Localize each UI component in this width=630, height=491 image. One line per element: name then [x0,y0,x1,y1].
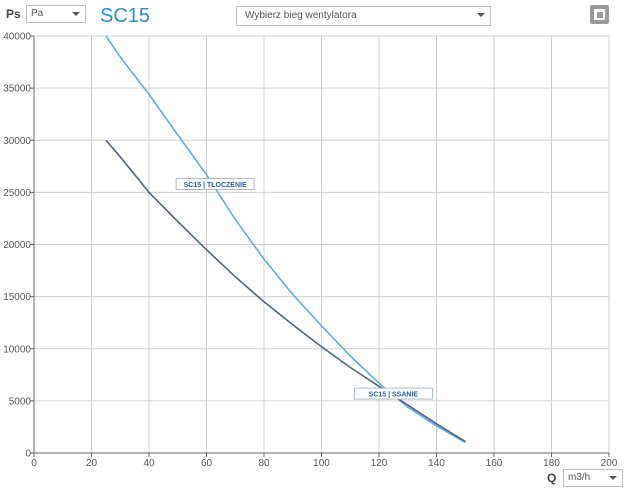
x-tick-label: 120 [371,458,388,469]
series-line-1 [105,35,466,444]
restore-window-button[interactable] [590,5,609,24]
model-title: SC15 [100,5,151,27]
x-tick-label: 80 [258,458,270,469]
x-tick-label: 100 [313,458,330,469]
series-label-2: SC15 | SSANIE [369,392,419,399]
x-tick-label: 0 [31,458,37,469]
x-tick-label: 140 [428,458,445,469]
chevron-down-icon [477,13,485,17]
pressure-unit-value: Pa [31,8,44,19]
fan-speed-placeholder: Wybierz bieg wentylatora [245,10,357,21]
x-tick-label: 40 [143,458,155,469]
y-tick-label: 15000 [3,292,31,303]
chevron-down-icon [609,476,617,480]
series-label-box-1 [175,178,255,190]
y-axis-unit-label: Ps [6,7,21,21]
y-tick-label: 30000 [3,136,31,147]
flow-unit-select[interactable]: m3/h [563,469,623,487]
x-tick-label: 20 [86,458,98,469]
series-line-2 [105,139,466,443]
x-tick-label: 160 [486,458,503,469]
y-tick-label: 0 [25,449,31,460]
chevron-down-icon [72,12,80,16]
series-label-1: SC15 | TŁOCZENIE [184,182,247,189]
x-tick-label: 200 [601,458,618,469]
x-tick-label: 60 [201,458,213,469]
y-tick-label: 10000 [3,344,31,355]
y-tick-label: 5000 [9,396,32,407]
y-tick-label: 40000 [3,32,31,43]
x-axis-unit-label: Q [547,471,557,485]
y-tick-label: 20000 [3,240,31,251]
series-label-box-2 [353,387,433,400]
fan-speed-select[interactable]: Wybierz bieg wentylatora [236,6,491,26]
y-tick-label: 25000 [3,188,31,199]
pressure-unit-select[interactable]: Pa [26,5,86,23]
flow-unit-value: m3/h [568,472,591,483]
y-tick-label: 35000 [3,84,31,95]
x-tick-label: 180 [543,458,560,469]
